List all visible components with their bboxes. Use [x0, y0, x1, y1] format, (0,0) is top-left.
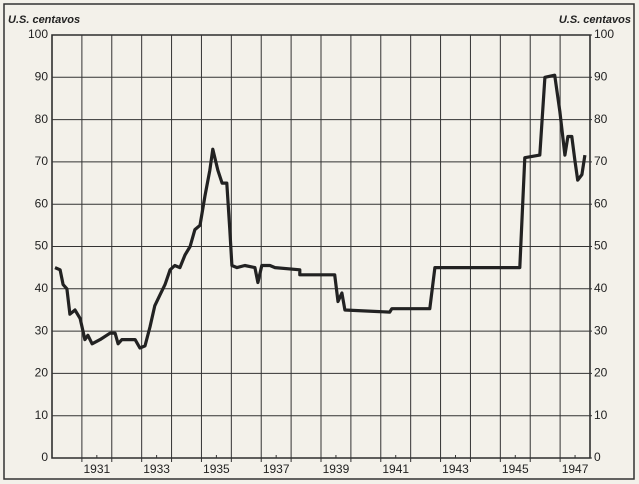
x-tick-label: 1947 — [562, 462, 589, 476]
y-tick-label: 20 — [35, 366, 49, 380]
y-tick-label: 40 — [35, 281, 49, 295]
y-tick-label: 90 — [35, 69, 49, 83]
x-tick-label: 1943 — [442, 462, 469, 476]
y-tick-label: 50 — [35, 239, 49, 253]
y-tick-label: 70 — [35, 154, 49, 168]
y2-tick-label: 30 — [594, 323, 608, 337]
y2-tick-label: 20 — [594, 366, 608, 380]
price-line — [54, 73, 587, 350]
y-axis-label: U.S. centavos — [8, 14, 80, 26]
y2-tick-label: 80 — [594, 112, 608, 126]
x-tick-label: 1933 — [143, 462, 170, 476]
x-tick-label: 1937 — [263, 462, 290, 476]
x-tick-label: 1935 — [203, 462, 230, 476]
y2-axis-label: U.S. centavos — [559, 14, 631, 26]
y2-tick-label: 0 — [594, 450, 601, 464]
y-tick-label: 80 — [35, 112, 49, 126]
y-tick-label: 10 — [35, 408, 49, 422]
y2-tick-label: 70 — [594, 154, 608, 168]
y2-tick-label: 60 — [594, 196, 608, 210]
y-tick-label: 0 — [41, 450, 48, 464]
y2-tick-label: 100 — [594, 27, 614, 41]
y2-tick-label: 90 — [594, 69, 608, 83]
y2-tick-label: 50 — [594, 239, 608, 253]
x-tick-label: 1939 — [323, 462, 350, 476]
y2-tick-label: 10 — [594, 408, 608, 422]
frame — [3, 3, 635, 480]
y2-tick-label: 40 — [594, 281, 608, 295]
x-tick-label: 1941 — [382, 462, 409, 476]
x-tick-label: 1945 — [502, 462, 529, 476]
x-tick-label: 1931 — [83, 462, 110, 476]
y-tick-label: 60 — [35, 196, 49, 210]
y-tick-label: 30 — [35, 323, 49, 337]
y-tick-label: 100 — [28, 27, 48, 41]
